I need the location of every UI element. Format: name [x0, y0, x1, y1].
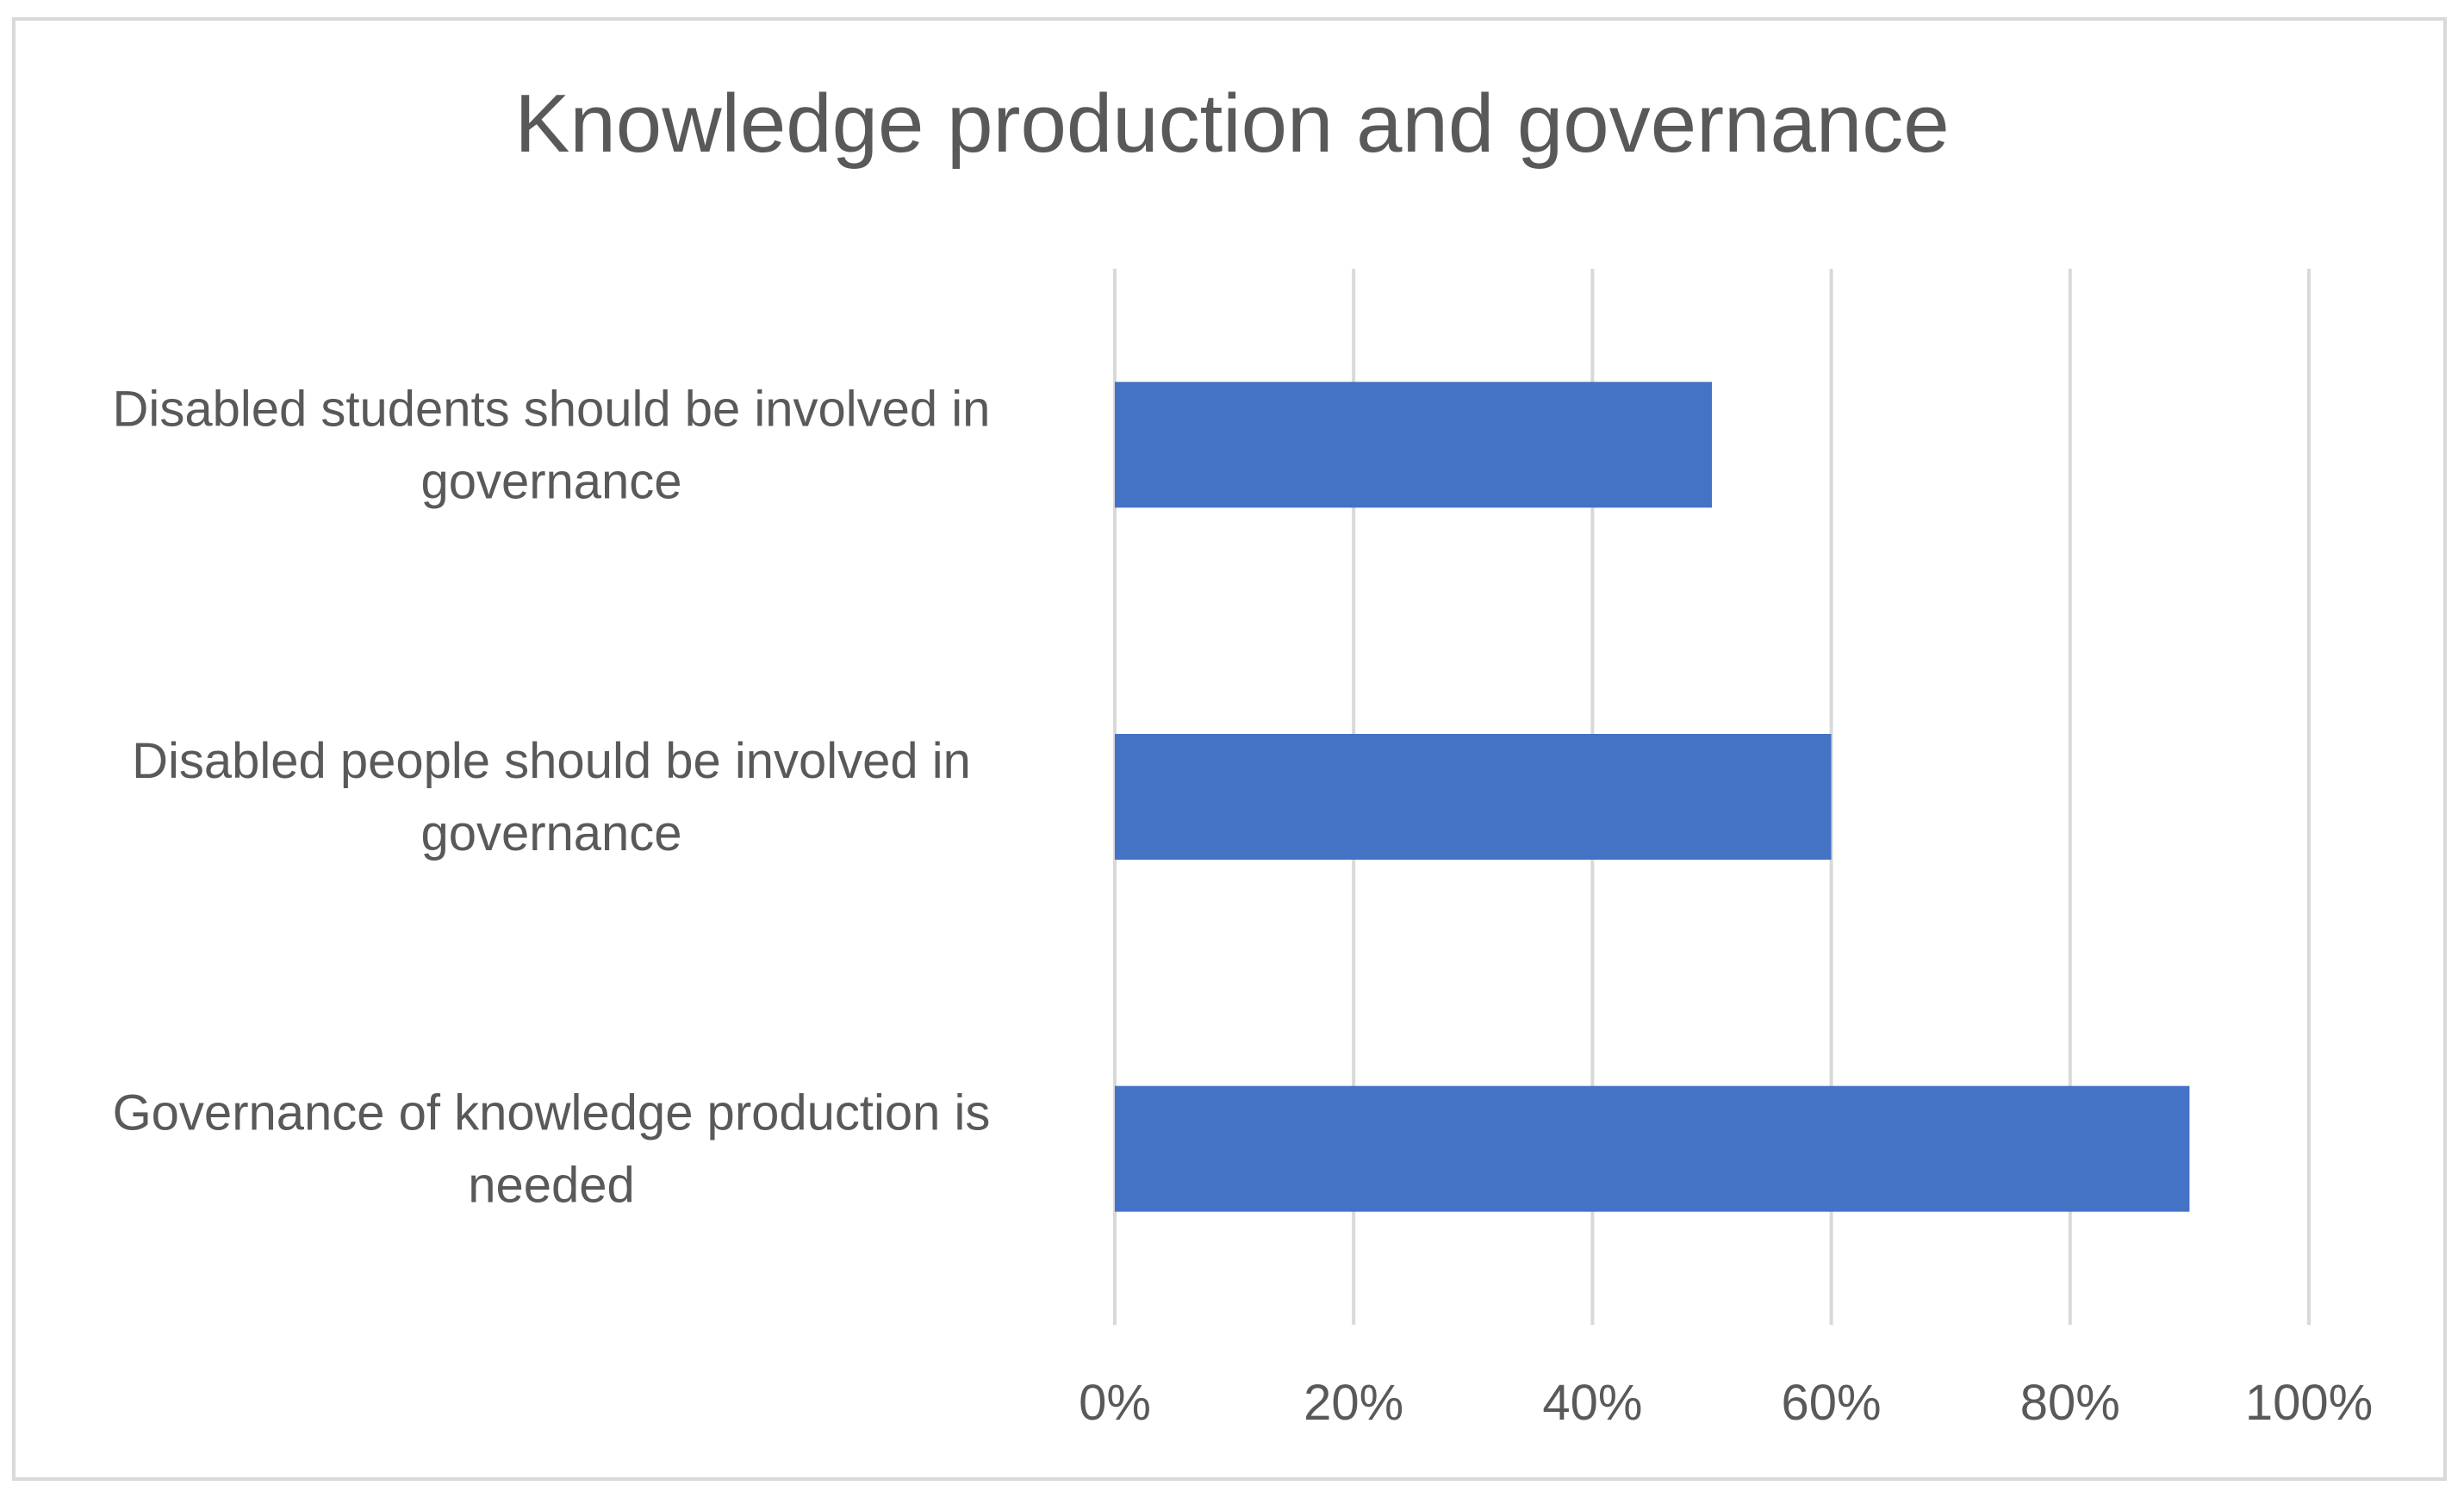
chart-title: Knowledge production and governance	[514, 78, 1950, 170]
x-tick-labels: 0% 20% 40% 60% 80% 100%	[1079, 1375, 2373, 1431]
x-tick-label: 40%	[1542, 1375, 1642, 1431]
bars	[1115, 382, 2190, 1212]
category-label: Disabled people should be involved in gov…	[132, 733, 971, 861]
category-label: Governance of knowledge production is nee…	[113, 1085, 991, 1214]
x-tick-label: 0%	[1079, 1375, 1151, 1431]
bar-0	[1115, 382, 1712, 508]
x-tick-label: 80%	[2020, 1375, 2120, 1431]
x-tick-label: 60%	[1782, 1375, 1882, 1431]
category-labels: Disabled students should be involved in g…	[113, 381, 991, 1213]
x-tick-label: 100%	[2245, 1375, 2373, 1431]
x-tick-label: 20%	[1304, 1375, 1403, 1431]
category-label: Disabled students should be involved in g…	[113, 381, 991, 509]
bar-1	[1115, 734, 1832, 860]
bar-2	[1115, 1085, 2190, 1212]
